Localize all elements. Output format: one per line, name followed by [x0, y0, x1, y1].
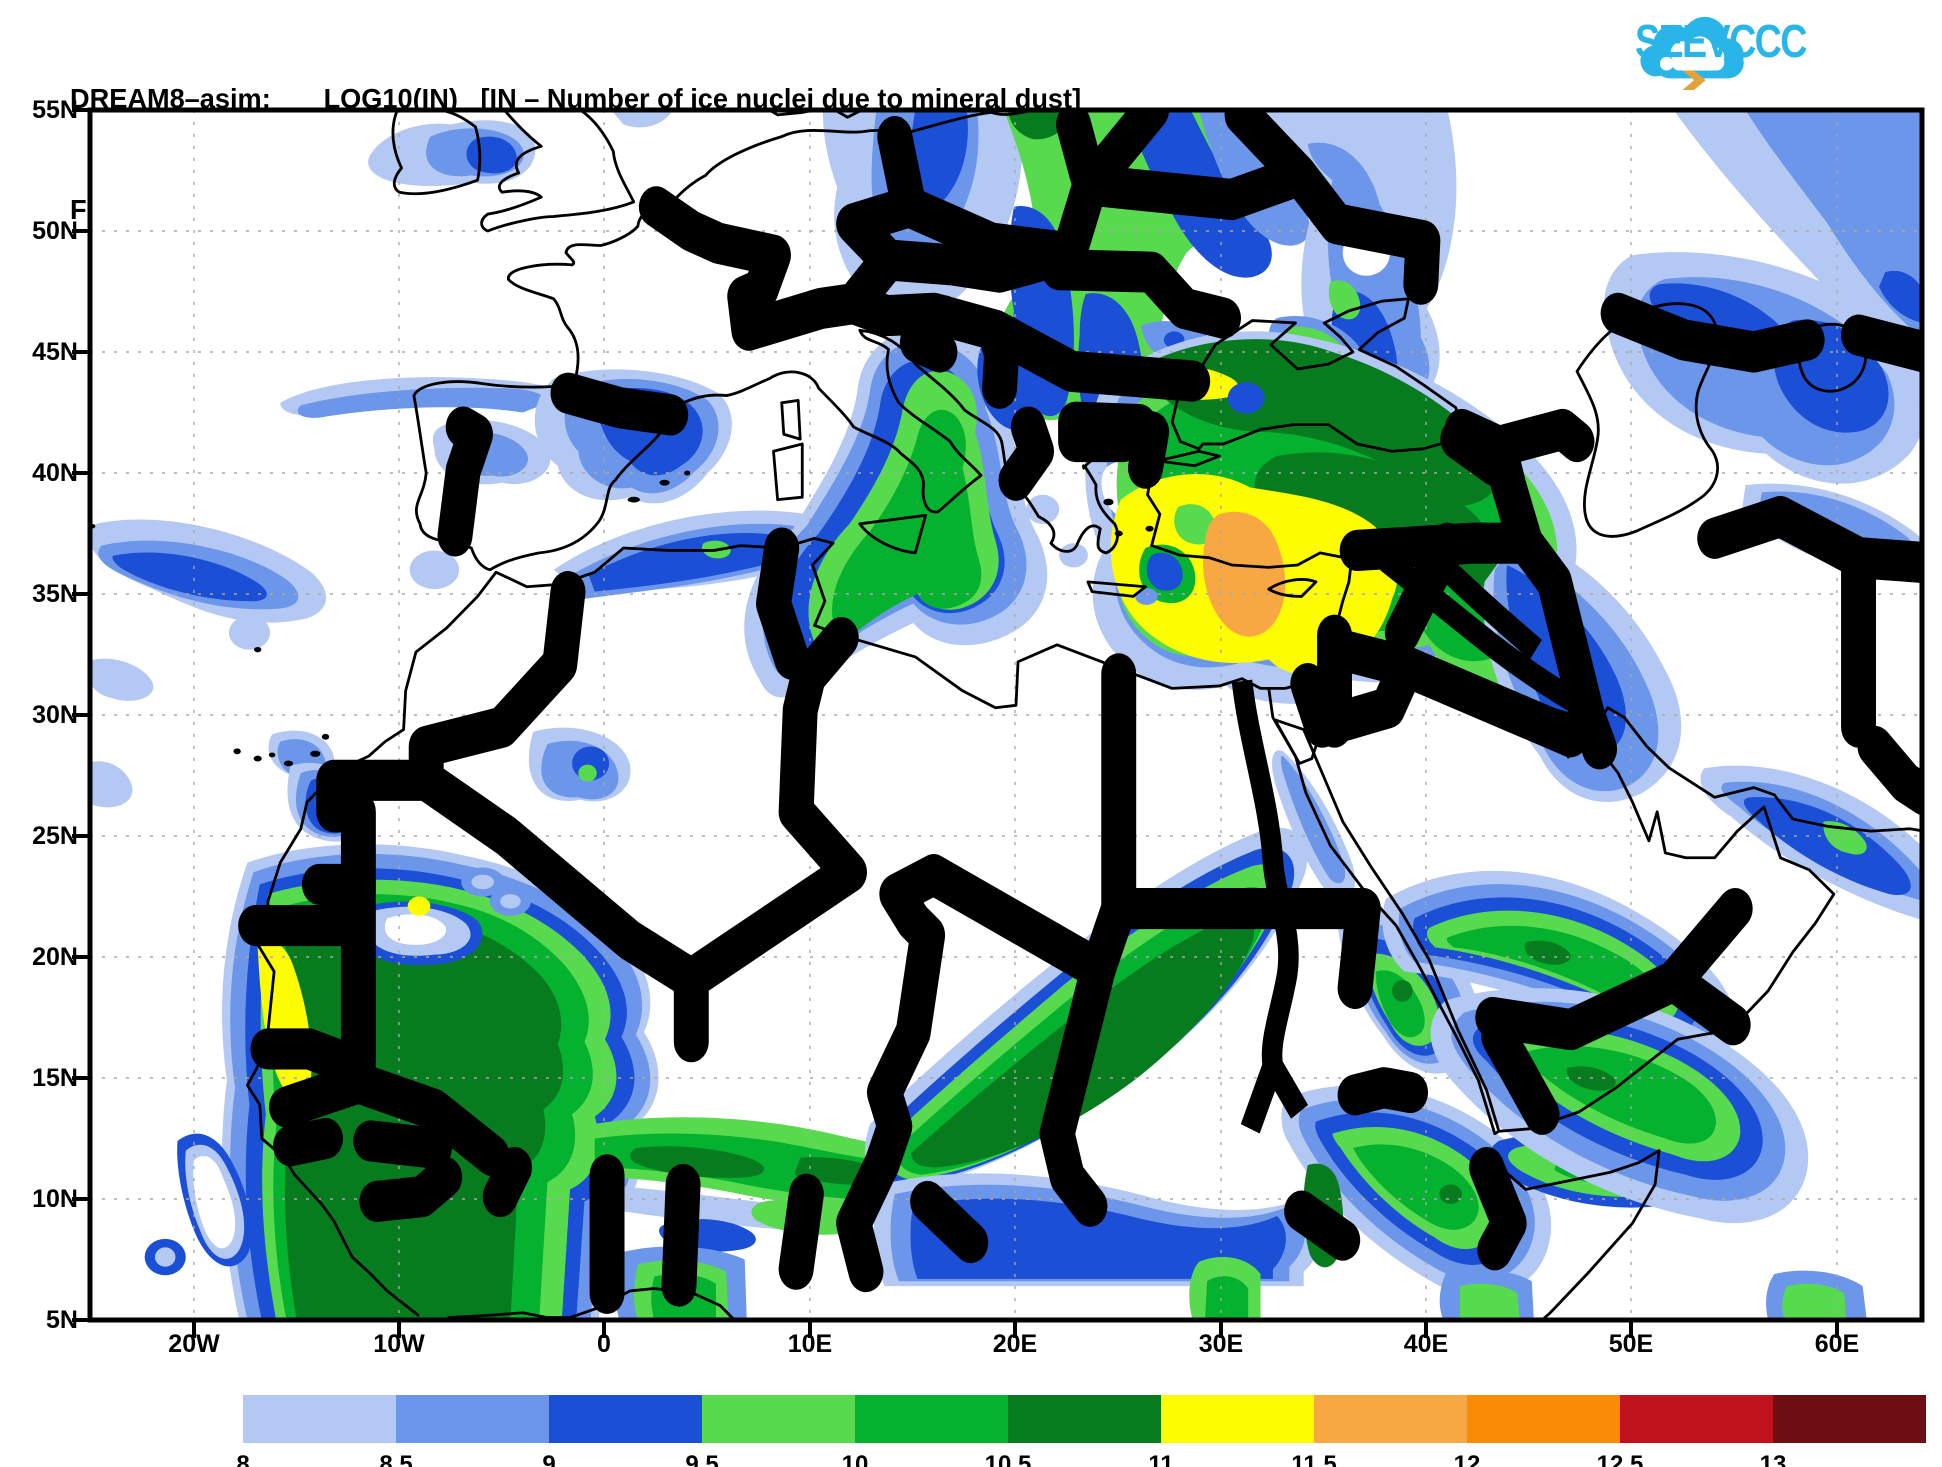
- lat-label: 25N: [32, 822, 78, 850]
- colorbar-segment: 13: [1760, 1395, 1926, 1467]
- lat-label: 45N: [32, 338, 78, 366]
- lon-label: 30E: [1198, 1330, 1244, 1358]
- lat-label: 35N: [32, 580, 78, 608]
- colorbar-segment: 11: [1148, 1395, 1314, 1467]
- coastlines: [90, 110, 1922, 1320]
- lat-label: 55N: [32, 96, 78, 124]
- lat-label: 50N: [32, 217, 78, 245]
- colorbar-label: 11.5: [1291, 1451, 1337, 1467]
- colorbar-segment: 9.5: [685, 1395, 855, 1467]
- colorbar-segment: 10.5: [985, 1395, 1161, 1467]
- country-borders: [238, 110, 1922, 1314]
- lon-label: 50E: [1608, 1330, 1654, 1358]
- colorbar-segment: 11.5: [1291, 1395, 1467, 1467]
- small-islands: [90, 470, 1154, 767]
- rivers-minor-borders: [1231, 536, 1610, 1134]
- colorbar-label: 9.5: [685, 1451, 719, 1467]
- logo-text: SEEVCCC: [1635, 15, 1808, 67]
- map-frame: [72, 107, 1925, 1338]
- colorbar-segment: 8: [236, 1395, 396, 1467]
- colorbar-segment: 9: [542, 1395, 702, 1467]
- lon-label: 60E: [1814, 1330, 1860, 1358]
- colorbar-label: 13: [1759, 1451, 1787, 1467]
- lat-label: 5N: [46, 1306, 78, 1334]
- lon-label: 20E: [992, 1330, 1038, 1358]
- lon-label: 10E: [787, 1330, 833, 1358]
- colorbar-label: 12.5: [1596, 1451, 1644, 1467]
- colorbar-label: 8.5: [379, 1451, 413, 1467]
- colorbar-label: 8: [236, 1451, 250, 1467]
- lat-label: 40N: [32, 459, 78, 487]
- lon-label: 0: [597, 1330, 611, 1358]
- lon-label: 40E: [1403, 1330, 1449, 1358]
- lat-label: 10N: [32, 1185, 78, 1213]
- colorbar-label: 11: [1148, 1451, 1174, 1467]
- colorbar-segment: 12.5: [1597, 1395, 1773, 1467]
- colorbar-label: 12: [1453, 1451, 1481, 1467]
- colorbar: 8 8.5 9 9.5 10 10.5 11 11.5 12 12.5 13: [236, 1395, 1926, 1467]
- seevccc-logo: SEEVCCC: [1635, 14, 1843, 91]
- colorbar-label: 10: [841, 1451, 869, 1467]
- colorbar-segment: 12: [1454, 1395, 1620, 1467]
- colorbar-segment: 8.5: [379, 1395, 549, 1467]
- lat-label: 30N: [32, 701, 78, 729]
- lon-label: 20W: [168, 1330, 220, 1358]
- logo-cloud-icon: [1640, 16, 1744, 91]
- colorbar-label: 10.5: [984, 1451, 1032, 1467]
- lon-label: 10W: [373, 1330, 425, 1358]
- lat-label: 15N: [32, 1064, 78, 1092]
- colorbar-label: 9: [542, 1451, 556, 1467]
- lat-label: 20N: [32, 943, 78, 971]
- colorbar-segment: 10: [842, 1395, 1008, 1467]
